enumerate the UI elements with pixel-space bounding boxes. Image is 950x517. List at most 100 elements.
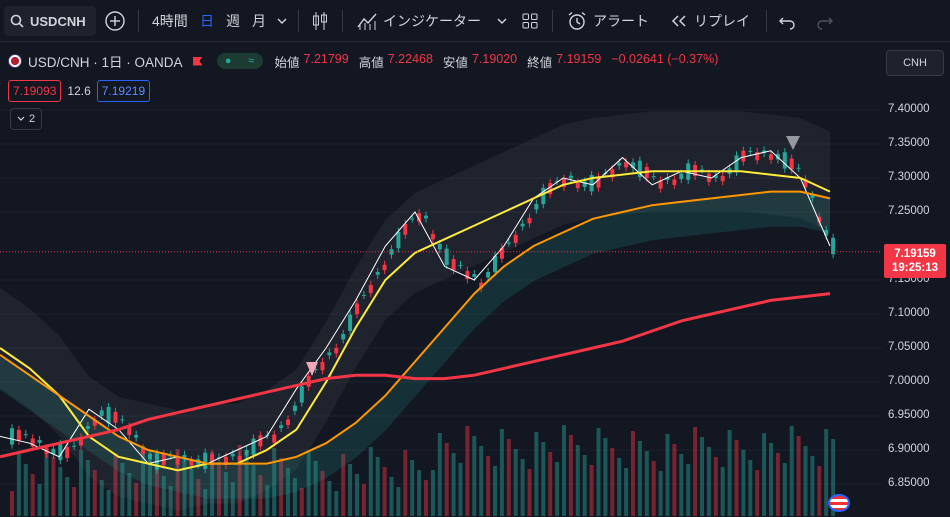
candle-body [258, 435, 263, 447]
candle-body [637, 160, 642, 177]
candle-body [361, 294, 366, 296]
volume-bar [465, 426, 470, 516]
candle-body [486, 272, 491, 278]
candle-body [175, 456, 180, 465]
price-chart[interactable] [0, 42, 882, 517]
volume-bar [348, 464, 353, 516]
candle-body [513, 234, 518, 244]
volume-bar [789, 426, 794, 516]
volume-bar [272, 448, 277, 516]
toolbar-divider [342, 10, 343, 32]
volume-bar [624, 468, 629, 516]
candle-body [617, 162, 622, 166]
symbol-search-button[interactable]: USDCNH [4, 6, 96, 36]
indicators-button[interactable]: インジケーター [356, 6, 481, 36]
candle-body [134, 434, 139, 438]
candle-body [451, 259, 456, 270]
spread-value: 12.6 [67, 84, 91, 98]
volume-bar [803, 446, 808, 516]
candle-body [831, 237, 836, 255]
volume-bar [223, 472, 228, 516]
volume-bar [817, 466, 822, 516]
price-axis[interactable]: 7.40000 7.35000 7.30000 7.25000 7.15000 7.100… [882, 42, 950, 517]
replay-button[interactable]: リプレイ [670, 6, 750, 36]
chart-type-button[interactable] [310, 6, 330, 36]
high-label: 高値 [358, 55, 384, 70]
volume-bar [217, 462, 221, 516]
volume-bar [499, 429, 504, 516]
volume-bar [727, 430, 732, 516]
indicator-count: 2 [28, 113, 36, 125]
sell-price-button[interactable]: 7.19093 [8, 80, 62, 102]
volume-bar [286, 468, 290, 516]
volume-bar [396, 487, 401, 516]
volume-bar [637, 441, 642, 516]
templates-button[interactable] [520, 6, 540, 36]
candles-icon [313, 12, 327, 30]
volume-bar [720, 467, 725, 516]
chart-title[interactable]: USD/CNH · 1日 · OANDA [28, 55, 183, 70]
timeframe-4h-button[interactable]: 4時間 [152, 6, 188, 36]
bid-ask-row: 7.19093 12.6 7.19219 [8, 80, 151, 102]
indicators-dropdown-button[interactable] [496, 6, 508, 36]
candle-body [651, 176, 656, 178]
volume-bar [265, 485, 270, 516]
alert-button[interactable]: アラート [566, 6, 649, 36]
us-flag-icon[interactable] [828, 494, 850, 512]
buy-arrow-marker [306, 362, 318, 376]
timeframe-month-button[interactable]: 月 [252, 6, 266, 36]
candle-body [189, 460, 194, 466]
volume-bar [603, 438, 608, 516]
volume-bar [306, 451, 311, 516]
price-axis-label: 6.85000 [888, 477, 930, 489]
buy-price-button[interactable]: 7.19219 [96, 80, 151, 102]
timeframe-day-button[interactable]: 日 [200, 6, 214, 36]
volume-bar [175, 449, 180, 516]
candle-body [92, 420, 97, 426]
candle-body [755, 152, 760, 161]
indicators-collapse-button[interactable]: 2 [10, 108, 42, 130]
volume-bar [610, 448, 615, 516]
volume-bar [782, 463, 787, 516]
candle-body [596, 176, 601, 188]
undo-button[interactable] [778, 6, 796, 36]
candle-body [803, 179, 808, 188]
redo-button[interactable] [816, 6, 834, 36]
timeframe-week-button[interactable]: 週 [226, 6, 240, 36]
ma-line [0, 170, 831, 472]
candle-body [16, 429, 21, 441]
volume-bar [575, 445, 580, 516]
currency-button[interactable]: CNH [886, 50, 944, 76]
volume-bar [679, 454, 684, 516]
market-status-pill[interactable]: ● ≈ [216, 53, 263, 69]
volume-bar [775, 453, 780, 516]
volume-bar [644, 451, 649, 516]
volume-bar [16, 454, 21, 516]
compare-symbol-button[interactable] [104, 6, 126, 36]
candle-body [106, 407, 111, 424]
candle-body [562, 178, 566, 188]
price-axis-label: 7.30000 [888, 171, 930, 183]
close-value: 7.19159 [556, 51, 602, 66]
price-axis-label: 7.35000 [888, 137, 930, 149]
candle-body [568, 175, 573, 179]
volume-bar [713, 457, 718, 516]
candle-body [355, 303, 359, 315]
candle-body [223, 456, 228, 466]
volume-bar [769, 443, 773, 516]
volume-bar [520, 459, 525, 516]
timeframe-dropdown-button[interactable] [276, 6, 288, 36]
volume-bar [444, 443, 449, 516]
candle-body [327, 352, 332, 356]
volume-bar [693, 427, 698, 516]
current-price-value: 7.19159 [894, 247, 936, 260]
volume-bar [541, 442, 546, 516]
toolbar-divider [552, 10, 553, 32]
high-value: 7.22468 [387, 51, 433, 66]
volume-bar [672, 444, 677, 516]
candle-body [720, 175, 725, 182]
candle-body [713, 175, 718, 178]
flag-marker-icon[interactable] [192, 56, 203, 66]
candle-body [824, 230, 829, 236]
candle-body [430, 233, 435, 240]
